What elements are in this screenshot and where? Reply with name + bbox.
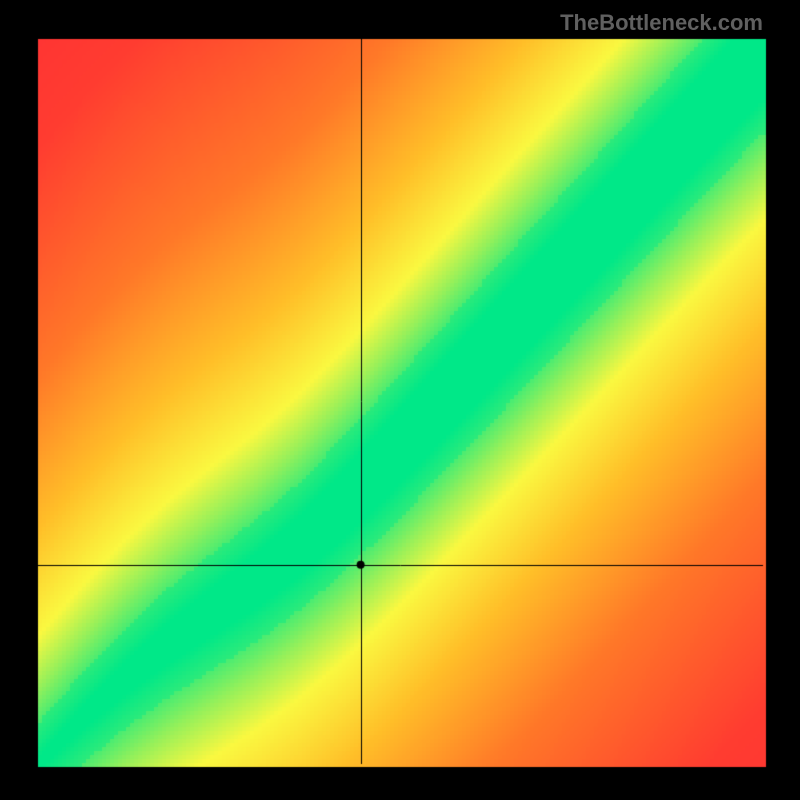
watermark-text: TheBottleneck.com bbox=[560, 10, 763, 36]
bottleneck-heatmap bbox=[0, 0, 800, 800]
chart-container: TheBottleneck.com bbox=[0, 0, 800, 800]
